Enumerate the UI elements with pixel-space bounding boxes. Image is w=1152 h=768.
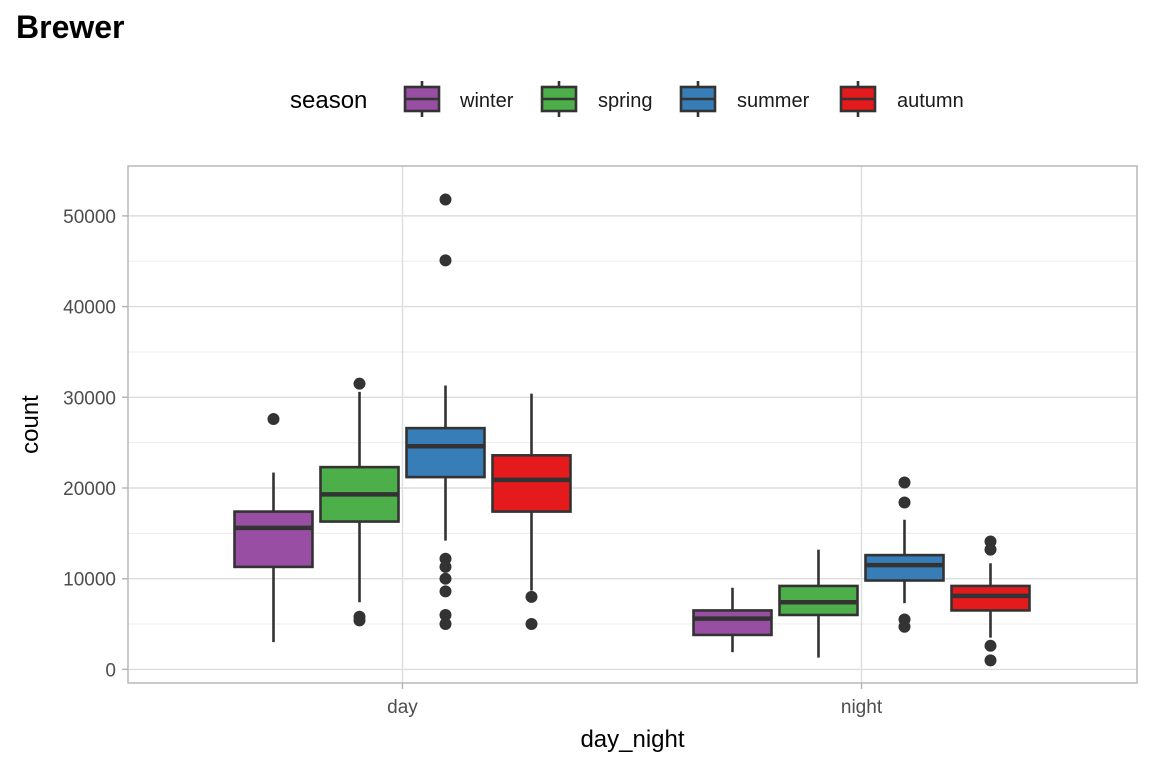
outlier-point: [898, 620, 911, 633]
outlier-point: [439, 618, 452, 631]
y-tick-label: 0: [105, 660, 116, 681]
box-autumn-night: [950, 535, 1031, 667]
outlier-point: [984, 639, 997, 652]
legend-label: spring: [598, 90, 652, 112]
outlier-point: [984, 543, 997, 556]
y-tick-label: 40000: [63, 298, 116, 319]
panel-border: [127, 165, 1138, 684]
outlier-point: [439, 193, 452, 206]
legend-label: summer: [737, 90, 810, 112]
x-tick-label: day: [387, 697, 418, 718]
box-spring-night: [778, 549, 859, 658]
y-tick-label: 20000: [63, 479, 116, 500]
legend-item-spring: spring: [540, 81, 652, 117]
outlier-point: [439, 560, 452, 573]
chart-title: Brewer: [16, 9, 125, 45]
x-axis-title: day_night: [580, 726, 684, 753]
x-tick-label: night: [841, 697, 883, 718]
outlier-point: [267, 413, 280, 426]
box-iqr: [233, 510, 314, 569]
outlier-point: [439, 608, 452, 621]
y-axis-title: count: [17, 395, 44, 454]
outlier-point: [898, 496, 911, 509]
legend-label: autumn: [897, 90, 964, 112]
legend-title: season: [290, 87, 367, 114]
box-iqr: [950, 584, 1031, 612]
box-spring-day: [319, 377, 400, 627]
outlier-point: [353, 614, 366, 627]
box-summer-night: [864, 476, 945, 633]
plot-panel: [127, 165, 1138, 684]
box-winter-night: [692, 587, 773, 653]
box-iqr: [491, 454, 572, 513]
legend-label: winter: [459, 90, 514, 112]
outlier-point: [439, 585, 452, 598]
outlier-point: [439, 572, 452, 585]
y-tick-label: 50000: [63, 207, 116, 228]
outlier-point: [525, 590, 538, 603]
legend-item-winter: winter: [403, 81, 514, 117]
axes: 0 10000 20000 30000 40000 50000 day night day_ni…: [17, 207, 883, 753]
outlier-point: [984, 654, 997, 667]
box-iqr: [405, 426, 486, 479]
outlier-point: [353, 377, 366, 390]
box-iqr: [692, 609, 773, 637]
outlier-point: [525, 618, 538, 631]
box-autumn-day: [491, 393, 572, 631]
legend-item-summer: summer: [679, 81, 810, 117]
y-tick-label: 30000: [63, 388, 116, 409]
outlier-point: [898, 476, 911, 489]
box-summer-day: [405, 193, 486, 631]
box-winter-day: [233, 413, 314, 643]
legend-item-autumn: autumn: [839, 81, 964, 117]
outlier-point: [439, 254, 452, 267]
box-iqr: [864, 553, 945, 582]
legend: season winter spring summer autumn: [290, 81, 964, 117]
y-tick-label: 10000: [63, 570, 116, 591]
